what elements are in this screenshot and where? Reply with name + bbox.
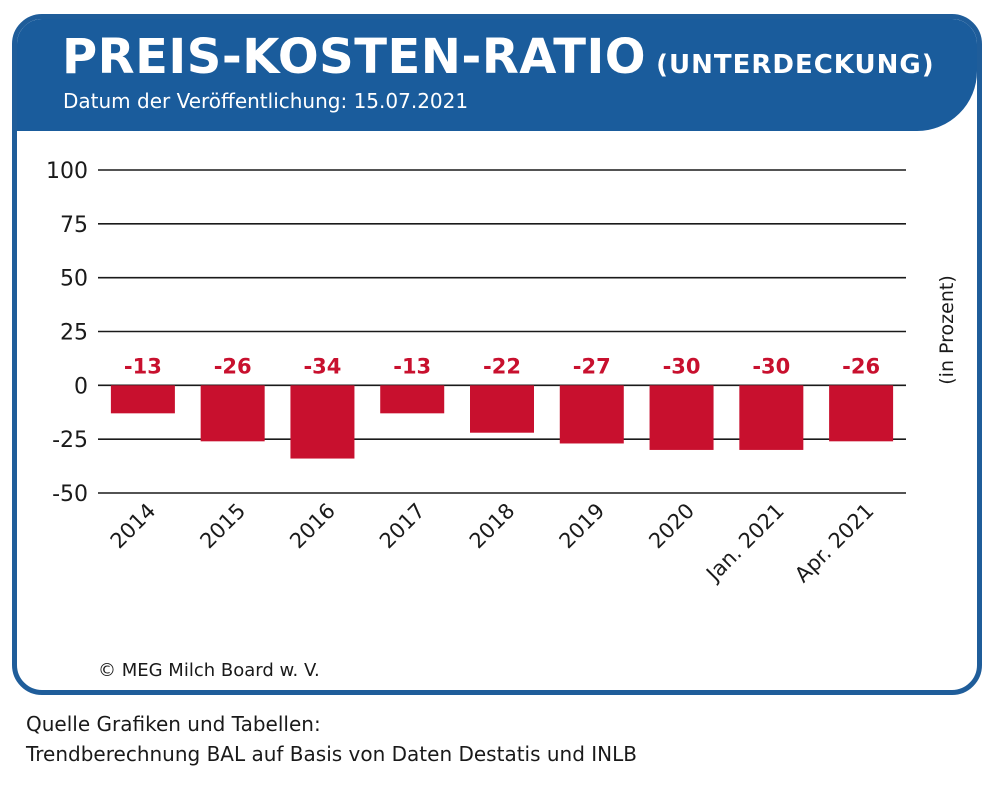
data-label: -34 — [303, 354, 341, 378]
y-tick-label: 100 — [46, 159, 88, 184]
copyright-note: © MEG Milch Board w. V. — [98, 660, 320, 681]
x-tick-label: 2017 — [375, 499, 430, 554]
source-note: Quelle Grafiken und Tabellen: Trendberec… — [26, 709, 637, 769]
bars — [110, 385, 894, 459]
y-tick-label: 25 — [60, 321, 88, 346]
data-label: -13 — [393, 354, 431, 378]
x-tick-label: 2016 — [285, 499, 340, 554]
bar — [110, 385, 175, 414]
source-line-2: Trendberechnung BAL auf Basis von Daten … — [26, 742, 638, 766]
bar — [290, 385, 355, 459]
x-tick-label: 2018 — [465, 499, 520, 554]
header-banner: PREIS-KOSTEN-RATIO (UNTERDECKUNG) Datum d… — [17, 19, 977, 131]
y-tick-label: -50 — [52, 482, 88, 507]
data-label: -30 — [752, 354, 790, 378]
bar — [739, 385, 804, 450]
bar — [380, 385, 445, 414]
bar — [470, 385, 534, 433]
y-tick-label: 0 — [74, 374, 88, 399]
bar — [559, 385, 624, 444]
x-tick-label: Jan. 2021 — [700, 499, 789, 588]
chart-title-suffix: (UNTERDECKUNG) — [656, 50, 935, 80]
x-tick-label: 2020 — [644, 499, 699, 554]
data-label: -26 — [214, 354, 252, 378]
x-axis-labels: 2014 2015 2016 2017 2018 2019 2020 Jan. 2021 Apr… — [106, 499, 879, 588]
x-tick-label: Apr. 2021 — [790, 499, 879, 588]
data-label: -26 — [842, 354, 880, 378]
data-labels: -13 -26 -34 -13 -22 -27 -30 -30 -26 — [124, 354, 880, 378]
x-tick-label: 2015 — [195, 499, 250, 554]
bar — [649, 385, 714, 450]
y-axis-label: (in Prozent) — [936, 275, 958, 384]
chart-title-main: PREIS-KOSTEN-RATIO — [62, 29, 647, 85]
publication-date: Datum der Veröffentlichung: 15.07.2021 — [63, 89, 469, 113]
y-tick-label: -25 — [52, 428, 88, 453]
data-label: -22 — [483, 354, 521, 378]
data-label: -13 — [124, 354, 162, 378]
x-tick-label: 2019 — [555, 499, 610, 554]
data-label: -27 — [573, 354, 611, 378]
chart-frame: PREIS-KOSTEN-RATIO (UNTERDECKUNG) Datum d… — [12, 14, 982, 695]
bar — [829, 385, 894, 442]
source-line-1: Quelle Grafiken und Tabellen: — [26, 712, 321, 736]
y-tick-label: 75 — [60, 213, 88, 238]
y-axis-ticks: 100 75 50 25 0 -25 -50 — [46, 159, 88, 507]
chart-title: PREIS-KOSTEN-RATIO (UNTERDECKUNG) — [62, 29, 935, 85]
x-tick-label: 2014 — [106, 499, 161, 554]
data-label: -30 — [663, 354, 701, 378]
y-tick-label: 50 — [60, 267, 88, 292]
bar — [200, 385, 265, 442]
